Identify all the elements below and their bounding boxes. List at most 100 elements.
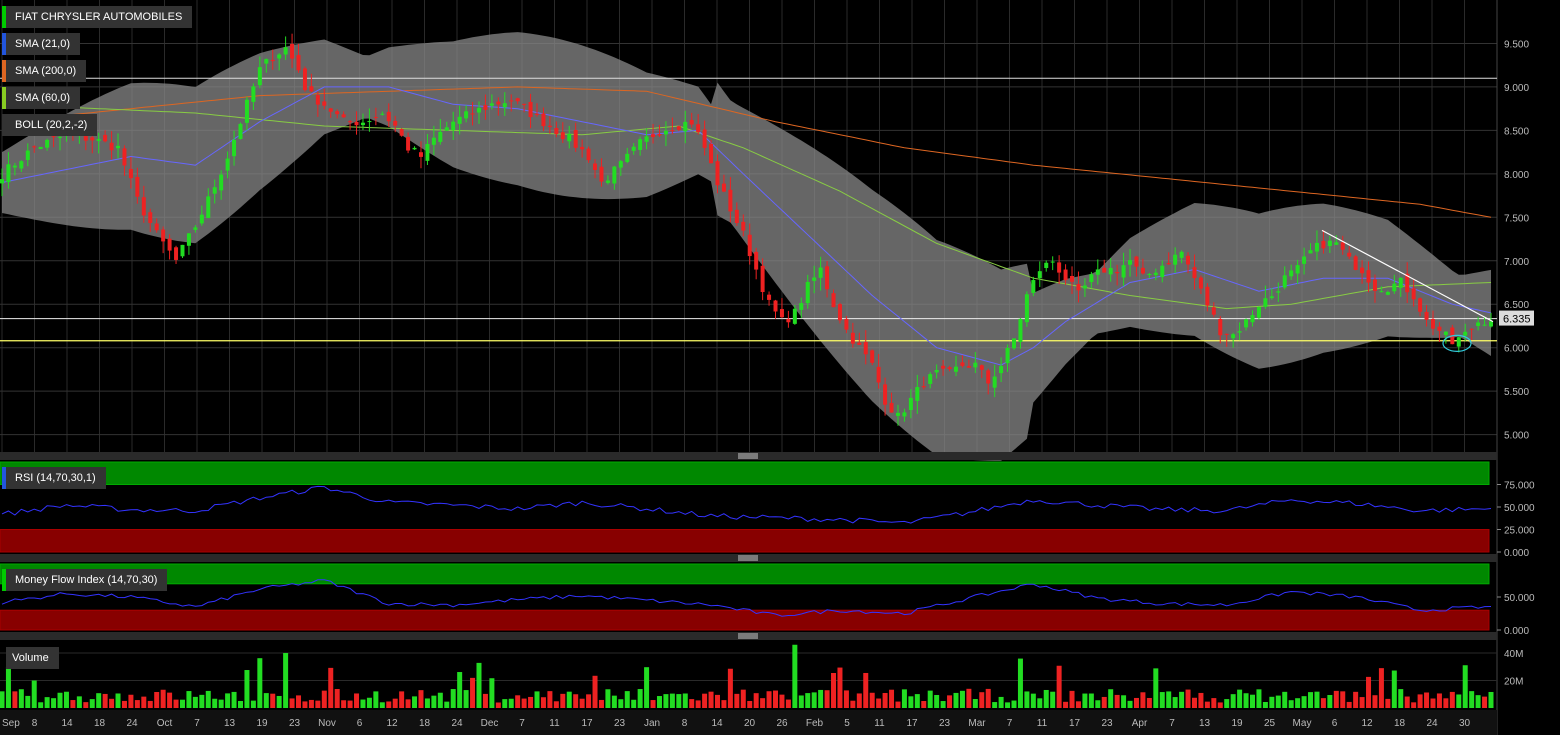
candle-body	[747, 234, 752, 257]
volume-panel[interactable]: 20M 40M	[0, 644, 1523, 708]
volume-bar	[1275, 695, 1281, 708]
candle-body	[6, 164, 11, 183]
volume-bar	[644, 667, 650, 708]
candle-body	[32, 146, 37, 148]
legend-boll-label: BOLL (20,2,-2)	[15, 119, 88, 131]
candle-body	[244, 99, 249, 123]
x-tick-label: 8	[32, 718, 38, 729]
volume-bar	[1121, 695, 1127, 708]
volume-bar	[689, 699, 695, 708]
volume-bar	[1308, 692, 1314, 708]
rsi-panel[interactable]: 0.000 25.000 50.000 75.000	[0, 461, 1535, 559]
candle-body	[779, 309, 784, 318]
volume-bar	[792, 644, 798, 708]
candle-body	[322, 101, 327, 106]
candle-body	[1005, 348, 1010, 364]
candle-body	[470, 113, 475, 115]
mfi-oversold-zone	[0, 609, 1490, 631]
candle-body	[238, 123, 243, 139]
candle-body	[1327, 240, 1332, 247]
volume-bar	[115, 693, 121, 708]
volume-bar	[1069, 690, 1075, 708]
volume-bar	[889, 689, 895, 708]
rsi-overbought-zone	[0, 461, 1490, 485]
volume-bar	[5, 666, 11, 708]
volume-bar	[1056, 665, 1062, 708]
mfi-panel[interactable]: 0.000 50.000	[0, 563, 1535, 637]
volume-bar	[354, 693, 360, 708]
candle-body	[953, 366, 958, 372]
legend-rsi[interactable]: RSI (14,70,30,1)	[2, 467, 106, 489]
candle-body	[1321, 240, 1326, 249]
volume-bar	[489, 678, 495, 708]
volume-bar	[1204, 701, 1210, 708]
candle-body	[1018, 318, 1023, 342]
volume-bar	[199, 694, 205, 708]
x-tick-label: 24	[126, 718, 138, 729]
volume-bar	[270, 693, 276, 708]
volume-bar	[515, 695, 521, 708]
legend-volume-label: Volume	[12, 652, 49, 664]
candle-body	[535, 113, 540, 115]
volume-bar	[1243, 693, 1249, 708]
candle-body	[921, 386, 926, 388]
x-tick-label: 30	[1459, 718, 1471, 729]
legend-instrument[interactable]: FIAT CHRYSLER AUTOMOBILES	[2, 6, 193, 28]
volume-bar	[257, 658, 263, 708]
legend-volume[interactable]: Volume	[6, 647, 59, 669]
candle-body	[1057, 262, 1062, 273]
x-tick-label: Dec	[481, 718, 499, 729]
volume-bar	[1217, 702, 1223, 708]
candle-body	[941, 365, 946, 369]
volume-bar	[528, 696, 534, 708]
x-tick-label: Feb	[806, 718, 824, 729]
volume-bar	[495, 702, 501, 708]
volume-bar	[560, 693, 566, 708]
volume-bar	[1430, 698, 1436, 708]
legend-sma21[interactable]: SMA (21,0)	[2, 33, 81, 55]
x-tick-label: 26	[776, 718, 788, 729]
legend-boll[interactable]: BOLL (20,2,-2)	[2, 114, 98, 136]
candle-body	[560, 132, 565, 140]
volume-bar	[154, 692, 160, 708]
candle-body	[251, 86, 256, 102]
volume-bar	[328, 667, 334, 708]
volume-bar	[1327, 695, 1333, 708]
legend-sma60[interactable]: SMA (60,0)	[2, 87, 81, 109]
candle-body	[386, 111, 391, 122]
candle-body	[908, 397, 913, 411]
candle-body	[1121, 265, 1126, 278]
legend-sma200[interactable]: SMA (200,0)	[2, 60, 87, 82]
candle-body	[509, 100, 514, 102]
volume-bar	[979, 692, 985, 708]
volume-bar	[1037, 698, 1043, 708]
candle-body	[915, 387, 920, 401]
legend-mfi[interactable]: Money Flow Index (14,70,30)	[2, 569, 168, 591]
volume-bar	[296, 695, 302, 708]
y-tick-label: 25.000	[1504, 526, 1535, 537]
volume-bar	[566, 691, 572, 708]
candle-body	[1289, 270, 1294, 277]
x-tick-label: Sep	[2, 718, 20, 729]
volume-bar	[502, 699, 508, 708]
x-tick-label: 23	[289, 718, 301, 729]
volume-bar	[805, 693, 811, 708]
volume-bar	[1095, 700, 1101, 708]
volume-bar	[837, 667, 843, 708]
volume-bar	[927, 690, 933, 708]
candle-body	[116, 145, 121, 149]
candle-body	[1173, 254, 1178, 265]
y-tick-label: 6.500	[1504, 300, 1529, 311]
candle-body	[863, 342, 868, 355]
candle-body	[45, 139, 50, 148]
candle-body	[605, 180, 610, 183]
candle-body	[12, 165, 17, 168]
candle-body	[186, 233, 191, 246]
volume-bar	[1417, 694, 1423, 708]
candle-body	[270, 59, 275, 62]
candle-body	[728, 189, 733, 212]
candle-body	[670, 130, 675, 132]
sma200-line	[1, 86, 1492, 218]
